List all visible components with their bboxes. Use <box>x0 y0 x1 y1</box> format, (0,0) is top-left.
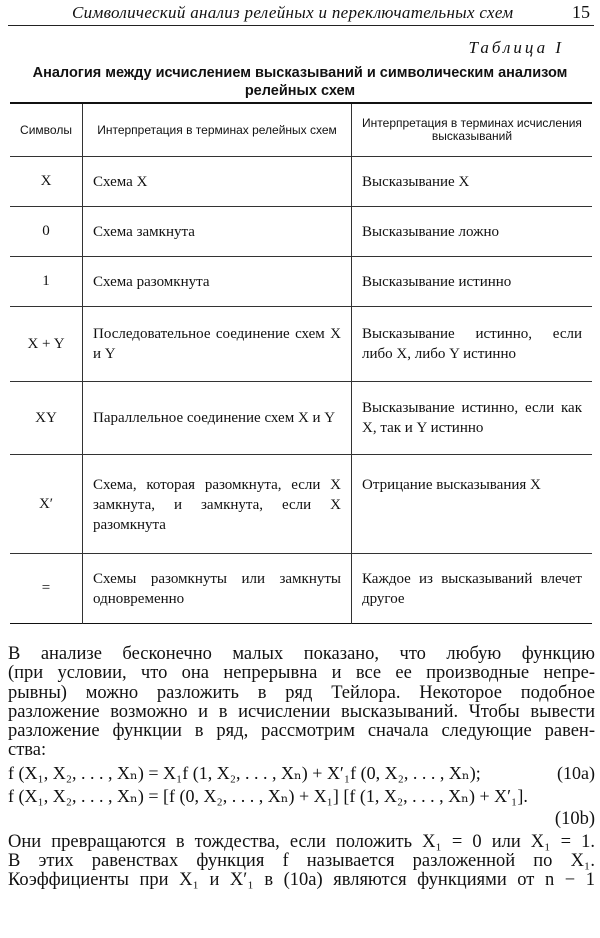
equation-10a: f (X₁, X₂, . . . , Xₙ) = X₁f (1, X₂, . .… <box>8 762 595 784</box>
circuit-interpretation-cell: Схема разомкнута <box>82 256 352 307</box>
circuit-interpretation-cell: Последовательное соединение схем X и Y <box>82 306 352 382</box>
symbol-cell: X′ <box>10 454 83 554</box>
circuit-interpretation-cell: Параллельное соединение схем X и Y <box>82 381 352 455</box>
proposition-interpretation-cell: Отрицание высказывания X <box>351 454 592 554</box>
text-line: ства: <box>8 740 47 761</box>
column-header-symbols: Символы <box>10 103 83 157</box>
table-label: Таблица I <box>468 38 564 57</box>
symbol-cell: 1 <box>10 256 83 307</box>
table-title: Аналогия между исчислением высказываний … <box>0 64 600 100</box>
text-line: В анализе бесконечно малых показано, что… <box>8 644 595 664</box>
symbol-cell: = <box>10 553 83 624</box>
proposition-interpretation-cell: Высказывание истинно <box>351 256 592 307</box>
equation-10b: f (X₁, X₂, . . . , Xₙ) = [f (0, X₂, . . … <box>8 785 595 807</box>
text-line: В этих равенствах функция f называется р… <box>8 851 595 872</box>
table-title-line: релейных схем <box>244 83 356 99</box>
table-row: X′ Схема, которая разомкнута, если X замк… <box>10 454 592 554</box>
proposition-interpretation-cell: Высказывание истинно, если либо X, либо … <box>351 306 592 382</box>
running-title: Символический анализ релейных и переключ… <box>72 3 514 22</box>
table-title-line: Аналогия между исчислением высказываний … <box>32 65 568 81</box>
circuit-interpretation-cell: Схема замкнута <box>82 206 352 257</box>
proposition-interpretation-cell: Высказывание X <box>351 156 592 207</box>
text-line: разложение функции в ряд, рассмотрим сна… <box>8 721 595 742</box>
circuit-interpretation-cell: Схема, которая разомкнута, если X замкну… <box>82 454 352 554</box>
equation-number: (10a) <box>557 762 595 783</box>
paragraph: Они превращаются в тождества, если полож… <box>8 831 595 891</box>
text-line: разложение возможно и в исчислении выска… <box>8 701 595 722</box>
running-header: Символический анализ релейных и переключ… <box>0 0 600 26</box>
table-row: = Схемы разомкнуты или замкнуты одновреме… <box>10 553 592 624</box>
circuit-interpretation-cell: Схема X <box>82 156 352 207</box>
proposition-interpretation-cell: Высказывание истинно, если как X, так и … <box>351 381 592 455</box>
text-line: рывны) можно разложить в ряд Тейлора. Не… <box>8 682 595 703</box>
symbol-cell: 0 <box>10 206 83 257</box>
column-header-propositions: Интерпретация в терминах исчисления выск… <box>351 103 592 157</box>
table-row: XY Параллельное соединение схем X и Y Выск… <box>10 381 592 455</box>
body-text: В анализе бесконечно малых показано, что… <box>8 644 595 891</box>
table-row: 0 Схема замкнута Высказывание ложно <box>10 206 592 257</box>
table-row: 1 Схема разомкнута Высказывание истинно <box>10 256 592 307</box>
symbol-cell: X + Y <box>10 306 83 382</box>
text-line: Коэффициенты при X₁ и X′₁ в (10a) являют… <box>8 870 595 891</box>
column-header-circuits: Интерпретация в терминах релейных схем <box>82 103 352 157</box>
header-rule <box>8 25 594 26</box>
table-header-row: Символы Интерпретация в терминах релейны… <box>10 103 592 157</box>
symbol-cell: XY <box>10 381 83 455</box>
proposition-interpretation-cell: Каждое из высказываний влечет другое <box>362 570 582 607</box>
proposition-interpretation-cell: Высказывание ложно <box>351 206 592 257</box>
analogy-table: Символы Интерпретация в терминах релейны… <box>10 102 592 624</box>
text-line: Они превращаются в тождества, если полож… <box>8 831 595 852</box>
circuit-interpretation-cell: Схемы разомкнуты или замкнуты одновремен… <box>82 553 352 624</box>
page-number: 15 <box>572 2 590 22</box>
paragraph: В анализе бесконечно малых показано, что… <box>8 644 595 761</box>
table-row: X Схема X Высказывание X <box>10 156 592 207</box>
symbol-cell: X <box>10 156 83 207</box>
equation-text: f (X₁, X₂, . . . , Xₙ) = X₁f (1, X₂, . .… <box>8 762 481 783</box>
table-row: X + Y Последовательное соединение схем X … <box>10 306 592 382</box>
text-line: (при условии, что она непрерывна и все е… <box>8 663 595 684</box>
equation-number: (10b) <box>554 808 595 829</box>
equation-text: f (X₁, X₂, . . . , Xₙ) = [f (0, X₂, . . … <box>8 785 528 806</box>
